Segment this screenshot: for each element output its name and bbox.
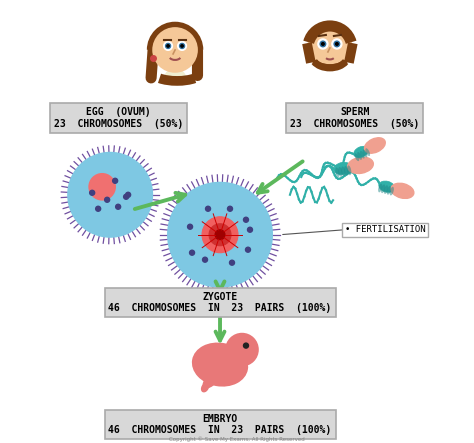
Ellipse shape: [381, 184, 385, 193]
Ellipse shape: [338, 167, 343, 177]
Ellipse shape: [319, 68, 341, 80]
Ellipse shape: [363, 149, 367, 157]
Text: • FERTILISATION: • FERTILISATION: [345, 225, 426, 234]
Ellipse shape: [335, 167, 339, 177]
Circle shape: [321, 43, 324, 45]
Ellipse shape: [203, 375, 217, 388]
Circle shape: [153, 28, 197, 72]
Circle shape: [334, 41, 340, 47]
Ellipse shape: [195, 357, 209, 366]
Circle shape: [308, 26, 352, 70]
Ellipse shape: [360, 151, 365, 159]
Circle shape: [165, 43, 171, 48]
Ellipse shape: [201, 383, 209, 392]
Circle shape: [116, 204, 121, 209]
Circle shape: [168, 183, 272, 287]
Ellipse shape: [390, 187, 394, 195]
Circle shape: [178, 42, 187, 51]
Circle shape: [90, 190, 95, 195]
Circle shape: [68, 153, 152, 237]
Circle shape: [320, 41, 326, 47]
Text: ZYGOTE
46  CHROMOSOMES  IN  23  PAIRS  (100%): ZYGOTE 46 CHROMOSOMES IN 23 PAIRS (100%): [109, 292, 332, 314]
Ellipse shape: [341, 167, 346, 176]
Ellipse shape: [193, 343, 247, 386]
Circle shape: [190, 250, 194, 255]
Ellipse shape: [378, 184, 383, 192]
Circle shape: [332, 39, 342, 49]
Circle shape: [188, 224, 192, 229]
Ellipse shape: [334, 162, 352, 175]
Circle shape: [215, 230, 225, 240]
Circle shape: [244, 343, 248, 348]
Ellipse shape: [391, 183, 414, 198]
Circle shape: [202, 217, 238, 253]
Text: SPERM
23  CHROMOSOMES  (50%): SPERM 23 CHROMOSOMES (50%): [290, 107, 419, 128]
Ellipse shape: [365, 138, 385, 153]
Circle shape: [228, 206, 233, 211]
Text: EGG  (OVUM)
23  CHROMOSOMES  (50%): EGG (OVUM) 23 CHROMOSOMES (50%): [54, 107, 183, 128]
Ellipse shape: [357, 152, 362, 160]
Text: Copyright © Save My Exams, All Rights Reserved: Copyright © Save My Exams, All Rights Re…: [169, 437, 305, 442]
Circle shape: [180, 43, 184, 48]
Circle shape: [244, 217, 248, 222]
Circle shape: [246, 247, 250, 252]
Text: EMBRYO
46  CHROMOSOMES  IN  23  PAIRS  (100%): EMBRYO 46 CHROMOSOMES IN 23 PAIRS (100%): [109, 414, 332, 435]
Ellipse shape: [379, 181, 395, 192]
Circle shape: [105, 197, 109, 202]
Circle shape: [181, 45, 183, 47]
Circle shape: [226, 334, 258, 365]
Circle shape: [126, 192, 131, 197]
Circle shape: [96, 206, 100, 211]
Circle shape: [124, 194, 128, 199]
Circle shape: [229, 260, 235, 265]
Circle shape: [89, 174, 115, 200]
Ellipse shape: [347, 165, 351, 175]
Circle shape: [202, 257, 208, 262]
Ellipse shape: [365, 148, 370, 156]
Ellipse shape: [384, 185, 388, 194]
Ellipse shape: [355, 153, 359, 161]
Ellipse shape: [354, 146, 368, 158]
Ellipse shape: [387, 186, 391, 194]
Ellipse shape: [347, 157, 374, 174]
Circle shape: [206, 206, 210, 211]
Circle shape: [113, 178, 118, 183]
Ellipse shape: [344, 166, 348, 176]
Circle shape: [164, 42, 173, 51]
Circle shape: [167, 45, 169, 47]
Circle shape: [336, 43, 338, 45]
Circle shape: [209, 224, 231, 246]
Circle shape: [247, 227, 253, 232]
Ellipse shape: [165, 70, 185, 82]
Circle shape: [318, 39, 328, 49]
